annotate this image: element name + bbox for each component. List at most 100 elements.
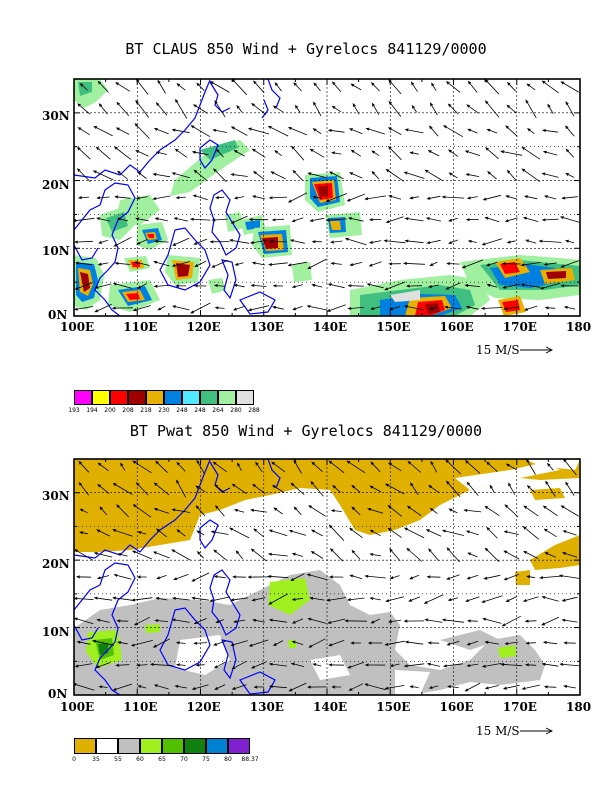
wind-vector — [428, 685, 439, 689]
wind-vector — [115, 82, 131, 92]
wind-vector — [331, 81, 342, 93]
wind-vector — [489, 484, 495, 493]
legend-label: 248 — [194, 407, 206, 414]
wind-vector — [268, 593, 288, 605]
wind-vector — [444, 305, 462, 310]
wind-vector — [231, 684, 247, 690]
wind-vector — [446, 574, 460, 580]
wind-vector — [74, 282, 93, 290]
wind-vector — [153, 684, 169, 690]
wind-vector — [176, 529, 186, 537]
wind-vector — [155, 102, 168, 116]
wind-vector — [132, 460, 152, 474]
wind-vector — [484, 547, 500, 562]
wind-vector — [521, 146, 541, 160]
wind-vector — [215, 196, 225, 200]
wind-vector — [445, 459, 461, 475]
legend-label: 65 — [158, 756, 166, 763]
wind-vector — [195, 485, 206, 493]
wind-vector — [113, 236, 132, 247]
lon-label-120e: 120E — [186, 320, 221, 334]
wind-vector — [154, 239, 169, 243]
wind-vector — [526, 459, 536, 475]
wind-vector — [307, 172, 327, 178]
wind-vector — [448, 239, 458, 244]
wind-vector — [79, 531, 88, 535]
wind-vector — [307, 258, 327, 269]
wind-vector — [268, 618, 288, 623]
wind-vector — [388, 262, 401, 266]
wind-vector — [565, 481, 575, 496]
wind-vector — [77, 196, 90, 200]
wind-vector — [503, 530, 519, 535]
wind-vector — [368, 261, 382, 267]
wind-vector — [464, 283, 481, 287]
wind-vector — [502, 684, 520, 690]
wind-vector — [387, 527, 402, 538]
wind-vector — [290, 662, 305, 667]
wind-vector — [96, 529, 110, 537]
wind-vector — [175, 663, 186, 667]
legend-label: 75 — [202, 756, 210, 763]
wind-vector — [484, 216, 500, 223]
wind-vector — [211, 218, 228, 222]
wind-vector — [383, 239, 406, 244]
grid-lines — [74, 79, 580, 695]
map2-title: BT Pwat 850 Wind + Gyrelocs 841129/0000 — [129, 422, 483, 440]
wind-vector — [482, 194, 501, 201]
wind-vector — [307, 617, 327, 624]
wind-vector — [253, 80, 265, 94]
wind-vector — [426, 195, 441, 200]
wind-vector — [403, 663, 425, 668]
wind-vector — [406, 547, 423, 562]
wind-vector — [487, 171, 497, 180]
wind-vector — [231, 79, 248, 96]
wind-vector — [332, 484, 341, 493]
wind-vector — [271, 461, 286, 473]
wind-vector — [326, 597, 347, 602]
wind-vector — [428, 485, 440, 493]
wind-vector — [410, 482, 419, 496]
wind-vector — [428, 125, 439, 137]
wind-vector — [465, 305, 479, 310]
map1-lat-label-0n: 0N — [48, 308, 68, 322]
wind-vector — [351, 506, 361, 516]
wind-vector — [545, 480, 556, 497]
wind-vector — [347, 306, 364, 310]
wind-vector — [541, 662, 559, 667]
legend-label: 200 — [104, 407, 116, 414]
wind-vector — [464, 150, 481, 156]
lon-label-100e: 100E — [60, 700, 95, 714]
wind-vector — [409, 574, 420, 580]
map2-lat-label-0n: 0N — [48, 687, 68, 701]
legend-swatch — [110, 390, 128, 405]
wind-vector — [174, 148, 188, 158]
wind-vector — [155, 596, 168, 601]
wind-vector — [234, 262, 244, 266]
wind-vector — [231, 483, 247, 495]
legend-swatch — [74, 390, 92, 405]
lon-label-120e: 120E — [186, 700, 221, 714]
wind-vector — [425, 529, 442, 537]
map1-wind-vectors — [74, 79, 580, 314]
wind-vector — [75, 575, 92, 579]
wind-vector — [328, 460, 345, 474]
wind-vector — [369, 218, 382, 222]
wind-vector — [426, 662, 440, 667]
wind-vector — [74, 240, 93, 244]
wind-vector — [135, 482, 149, 496]
wind-vector — [214, 484, 226, 494]
wind-vector — [92, 170, 114, 181]
wind-vector — [370, 306, 381, 310]
wind-vector — [387, 619, 402, 623]
wind-vector — [137, 531, 147, 535]
wind-vector — [464, 459, 481, 474]
wind-vector — [130, 640, 153, 647]
wind-vector — [522, 526, 540, 540]
legend-swatch — [162, 738, 184, 754]
wind-vector — [97, 262, 109, 266]
legend-swatch — [96, 738, 118, 754]
wind-vector — [523, 505, 539, 517]
wind-vector — [465, 596, 480, 602]
wind-vector — [133, 616, 151, 626]
